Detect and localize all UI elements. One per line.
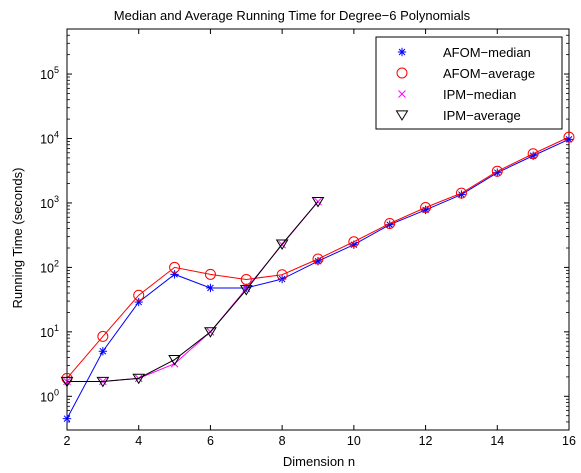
y-tick-label: 101: [40, 323, 59, 340]
data-point: [420, 201, 432, 213]
data-point: [276, 269, 288, 281]
x-tick-label: 8: [279, 434, 286, 448]
data-point: [311, 196, 325, 208]
x-tick-label: 4: [135, 434, 142, 448]
data-point: [133, 289, 145, 301]
data-point: [96, 376, 110, 388]
legend-box: [375, 36, 563, 130]
x-axis-label: Dimension n: [283, 454, 355, 469]
x-tick-label: 12: [419, 434, 433, 448]
data-point: [60, 376, 74, 388]
data-point: [455, 187, 467, 199]
legend-label: IPM−median: [443, 87, 516, 102]
series-line: [66, 136, 570, 379]
data-point: [239, 285, 253, 296]
data-point: [62, 414, 72, 423]
data-point: [491, 165, 503, 177]
data-point: [97, 330, 109, 342]
chart-title: Median and Average Running Time for Degr…: [114, 8, 471, 23]
data-point: [348, 236, 360, 248]
legend-marker: [396, 67, 408, 79]
legend-marker: [398, 90, 406, 98]
data-point: [206, 283, 215, 293]
data-point: [312, 253, 324, 265]
y-tick-label: 103: [40, 194, 59, 211]
series-line: [67, 201, 319, 382]
y-tick-label: 102: [40, 258, 59, 275]
y-tick-label: 100: [40, 387, 59, 404]
y-tick-label: 104: [40, 129, 59, 146]
legend-label: IPM−average: [443, 108, 521, 123]
legend-label: AFOM−average: [443, 66, 535, 81]
data-point: [527, 148, 539, 160]
axes-frame: [66, 28, 570, 431]
legend: AFOM−median AFOM−average IPM−median IPM−ave…: [375, 36, 563, 130]
x-tick-label: 16: [562, 434, 576, 448]
legend-marker: [397, 47, 407, 57]
y-axis-label: Running Time (seconds): [10, 168, 25, 309]
data-point: [204, 268, 216, 280]
legend-label: AFOM−median: [443, 45, 531, 60]
data-point: [168, 355, 181, 366]
data-point: [275, 239, 289, 251]
y-tick-label: 105: [40, 65, 59, 82]
x-tick-label: 14: [490, 434, 504, 448]
data-point: [563, 131, 575, 143]
data-point: [204, 327, 217, 338]
x-tick-label: 2: [64, 434, 71, 448]
legend-marker: [395, 110, 409, 121]
series-3: [60, 196, 325, 388]
data-point: [98, 347, 108, 356]
x-tick-label: 10: [347, 434, 361, 448]
plot-area: 2 4 6 8 10 12 14 16 100 101 102 103 104 105: [40, 28, 576, 448]
data-point: [384, 217, 396, 229]
x-tick-label: 6: [207, 434, 214, 448]
data-point: [132, 373, 146, 385]
data-point: [170, 270, 179, 279]
data-point: [240, 273, 252, 285]
data-point: [169, 261, 181, 273]
